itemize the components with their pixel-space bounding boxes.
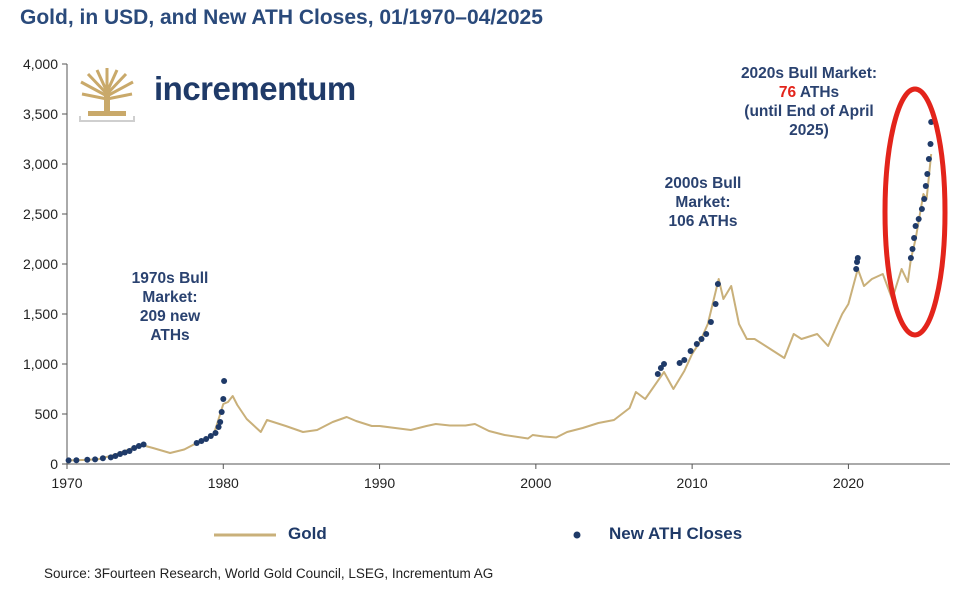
annotation-2020s-line: (until End of April <box>744 103 874 120</box>
ath-point <box>212 430 219 436</box>
annotation-2000s: 2000s Bull Market: 106 ATHs <box>643 174 763 231</box>
ath-point <box>220 396 227 402</box>
annotation-2000s-line: Market: <box>675 194 731 211</box>
ath-point <box>117 451 124 457</box>
x-tick-label: 2010 <box>677 475 708 491</box>
ath-point <box>84 456 91 463</box>
ath-point <box>661 361 667 367</box>
annotation-1970s: 1970s Bull Market: 209 new ATHs <box>110 269 230 345</box>
y-tick-label: 2,000 <box>23 256 58 272</box>
x-tick-label: 1980 <box>208 475 239 491</box>
x-tick-label: 1970 <box>51 475 82 491</box>
ath-point <box>912 223 919 229</box>
x-tick-label: 2000 <box>520 475 551 491</box>
annotation-1970s-line: 1970s Bull <box>131 270 209 287</box>
chart-title: Gold, in USD, and New ATH Closes, 01/197… <box>20 6 543 29</box>
y-tick-label: 4,000 <box>23 56 58 72</box>
gold-price-line <box>66 153 933 462</box>
annotation-2020s: 2020s Bull Market: 76 ATHs (until End of… <box>712 64 906 140</box>
ath-point <box>126 448 133 454</box>
annotation-1970s-line: 209 new <box>139 308 201 325</box>
x-tick-label: 1990 <box>364 475 395 491</box>
ath-point <box>135 443 142 449</box>
ath-point <box>203 436 210 442</box>
ath-point <box>99 455 106 462</box>
ath-point <box>693 341 700 347</box>
annotation-1970s-line: Market: <box>142 289 198 306</box>
ath-point <box>681 357 688 363</box>
ath-point <box>65 457 72 464</box>
ath-point <box>853 266 860 272</box>
y-tick-label: 3,000 <box>23 156 58 172</box>
legend-ath-swatch <box>573 531 581 539</box>
ath-point <box>73 457 80 464</box>
ath-point <box>911 235 918 241</box>
y-tick-label: 2,500 <box>23 206 58 222</box>
highlight-ellipse <box>882 86 948 338</box>
legend-ath-label: New ATH Closes <box>609 524 743 543</box>
annotation-2000s-line: 106 ATHs <box>668 213 738 230</box>
source-note: Source: 3Fourteen Research, World Gold C… <box>44 566 494 581</box>
ath-point <box>854 255 861 261</box>
ath-point <box>915 216 922 222</box>
ath-point <box>707 319 714 325</box>
ath-point <box>131 445 138 451</box>
ath-point <box>92 456 99 463</box>
ath-point <box>703 331 710 337</box>
ath-point <box>107 454 114 461</box>
annotation-1970s-line: ATHs <box>150 327 190 344</box>
ath-point <box>193 440 200 446</box>
ath-point <box>676 360 683 366</box>
annotation-2020s-line: 2020s Bull Market: <box>740 65 878 82</box>
ath-point <box>698 336 705 342</box>
y-tick-label: 3,500 <box>23 106 58 122</box>
incrementum-logo-icon <box>79 68 135 122</box>
annotation-2020s-line: 2025) <box>789 122 829 139</box>
ath-point <box>712 301 719 307</box>
annotation-2020s-suffix: ATHs <box>796 84 840 101</box>
ath-point <box>121 449 128 456</box>
ath-point <box>925 156 932 162</box>
ath-point <box>218 409 225 415</box>
ath-point <box>687 348 694 354</box>
brand-name: incrementum <box>154 70 356 107</box>
ath-point <box>714 281 721 287</box>
x-tick-label: 2020 <box>833 475 864 491</box>
y-tick-label: 500 <box>35 406 59 422</box>
ath-point <box>215 424 222 430</box>
y-tick-label: 1,500 <box>23 306 58 322</box>
ath-point <box>918 206 925 212</box>
ath-point <box>207 433 214 439</box>
ath-point <box>112 453 119 459</box>
ath-point <box>909 246 916 252</box>
ath-point <box>198 438 205 444</box>
ath-point <box>221 378 228 384</box>
ath-point <box>924 171 931 177</box>
annotation-2020s-count: 76 <box>778 84 797 101</box>
ath-point <box>921 196 928 202</box>
annotation-2000s-line: 2000s Bull <box>664 175 742 192</box>
y-tick-label: 0 <box>50 456 58 472</box>
ath-point <box>217 419 224 425</box>
ath-point <box>140 441 147 448</box>
ath-point <box>922 183 929 189</box>
ath-point <box>907 255 914 261</box>
ath-point <box>654 371 661 377</box>
ath-point <box>927 141 934 147</box>
legend-gold-label: Gold <box>288 524 327 543</box>
y-tick-label: 1,000 <box>23 356 58 372</box>
